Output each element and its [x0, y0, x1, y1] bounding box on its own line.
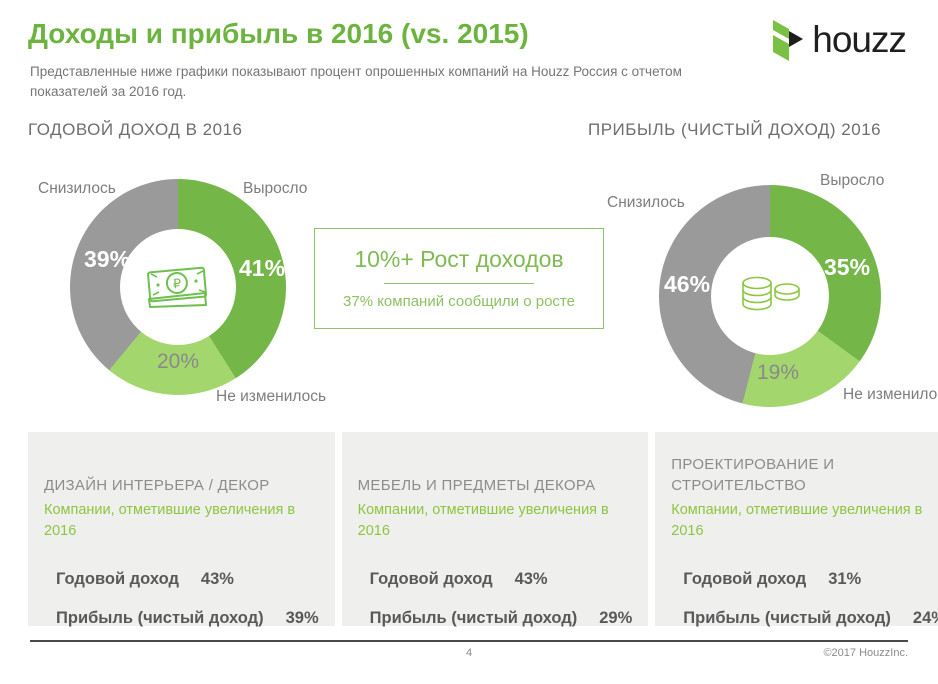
segment-label-unchanged: Не изменилось: [843, 386, 938, 403]
page-subtitle: Представленные ниже графики показывают п…: [30, 64, 682, 99]
row-label: Прибыль (чистый доход): [683, 609, 891, 628]
card-subheading: Компании, отметившие увеличения в 2016: [357, 502, 609, 540]
revenue-decreased-pct: 39%: [84, 246, 131, 272]
annual-revenue-row: Годовой доход 43%: [358, 570, 633, 589]
annual-revenue-row: Годовой доход 43%: [44, 570, 319, 589]
row-label: Прибыль (чистый доход): [369, 609, 578, 628]
card-heading: МЕБЕЛЬ И ПРЕДМЕТЫ ДЕКОРА: [357, 477, 596, 494]
page-title: Доходы и прибыль в 2016 (vs. 2015): [28, 18, 529, 49]
segment-label-decreased: Снизилось: [38, 180, 116, 197]
card-furniture-decor: МЕБЕЛЬ И ПРЕДМЕТЫ ДЕКОРА Компании, отмет…: [341, 432, 649, 628]
section-header-profit: ПРИБЫЛЬ (ЧИСТЫЙ ДОХОД) 2016: [588, 120, 882, 139]
card-subheading: Компании, отметившие увеличения в 2016: [44, 502, 296, 540]
row-value: 29%: [599, 609, 633, 628]
houzz-wordmark: houzz: [812, 19, 907, 60]
card-heading: ДИЗАЙН ИНТЕРЬЕРА / ДЕКОР: [44, 477, 270, 494]
copyright: ©2017 HouzzInc.: [823, 647, 908, 659]
row-label: Прибыль (чистый доход): [56, 609, 264, 628]
card-heading: ПРОЕКТИРОВАНИЕ И СТРОИТЕЛЬСТВО: [671, 456, 835, 494]
ruble-banknote-icon: ₽: [143, 261, 213, 313]
revenue-growth-callout: 10%+ Рост доходов 37% компаний сообщили …: [314, 228, 604, 329]
industry-summary-cards: ДИЗАЙН ИНТЕРЬЕРА / ДЕКОР Компании, отмет…: [28, 432, 938, 628]
revenue-unchanged-pct: 20%: [157, 350, 200, 373]
donut-hole: [711, 237, 829, 355]
annual-revenue-donut-chart: ₽: [70, 179, 286, 395]
coins-icon: [737, 273, 803, 319]
houzz-logo: houzz: [772, 18, 907, 62]
segment-label-unchanged: Не изменилось: [216, 388, 327, 405]
profit-grew-pct: 35%: [824, 254, 871, 280]
segment-label-grew: Выросло: [243, 180, 308, 197]
profit-donut-chart: [659, 185, 881, 407]
row-value: 43%: [514, 570, 548, 589]
svg-text:₽: ₽: [172, 276, 182, 292]
profit-decreased-pct: 46%: [664, 271, 711, 297]
revenue-grew-pct: 41%: [239, 255, 286, 281]
page-number: 4: [465, 647, 473, 659]
profit-row: Прибыль (чистый доход) 39%: [44, 609, 319, 628]
row-label: Годовой доход: [683, 570, 807, 589]
callout-divider: [384, 283, 534, 284]
card-interior-design: ДИЗАЙН ИНТЕРЬЕРА / ДЕКОР Компании, отмет…: [28, 432, 335, 628]
row-value: 24%: [912, 609, 938, 628]
profit-row: Прибыль (чистый доход) 29%: [358, 609, 633, 628]
card-design-construction: ПРОЕКТИРОВАНИЕ И СТРОИТЕЛЬСТВО Компании,…: [655, 432, 938, 628]
card-subheading: Компании, отметившие увеличения в 2016: [671, 502, 923, 540]
footer-divider: [30, 640, 908, 642]
row-label: Годовой доход: [56, 570, 179, 589]
section-header-annual-revenue: ГОДОВОЙ ДОХОД В 2016: [28, 120, 243, 139]
callout-title: 10%+ Рост доходов: [354, 246, 564, 272]
segment-label-decreased: Снизилось: [607, 194, 685, 211]
callout-subtitle: 37% компаний сообщили о росте: [343, 293, 575, 310]
row-value: 31%: [828, 570, 862, 589]
profit-unchanged-pct: 19%: [757, 361, 800, 384]
houzz-icon: [772, 18, 806, 62]
row-label: Годовой доход: [369, 570, 493, 589]
annual-revenue-row: Годовой доход 31%: [671, 570, 938, 589]
segment-label-grew: Выросло: [820, 172, 885, 189]
row-value: 39%: [285, 609, 319, 628]
row-value: 43%: [200, 570, 234, 589]
profit-row: Прибыль (чистый доход) 24%: [671, 609, 938, 628]
donut-hole: ₽: [120, 229, 236, 345]
